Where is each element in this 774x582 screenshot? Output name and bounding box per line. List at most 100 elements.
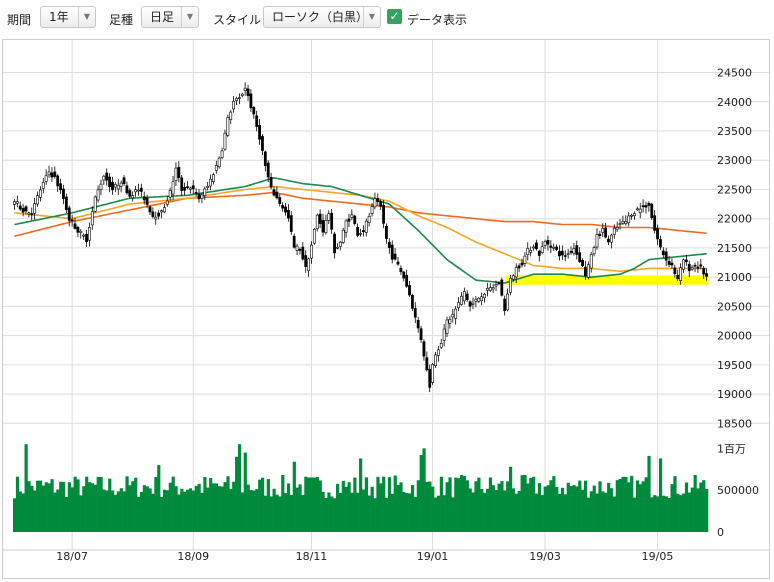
candle-body [67, 207, 71, 221]
volume-bar [459, 475, 464, 532]
candle-body [237, 97, 241, 99]
volume-bar [142, 485, 146, 532]
candle-body [526, 248, 530, 255]
volume-bar [517, 490, 521, 532]
volume-bar [465, 480, 469, 532]
candle-body [598, 233, 602, 237]
volume-bar [33, 490, 37, 532]
volume-bar [552, 476, 556, 532]
volume-bar [131, 481, 135, 532]
stock-chart[interactable]: 18500 19000 19500 20000 20500 21000 21500 22000… [3, 40, 769, 578]
candle-body [673, 267, 677, 275]
candle-body [47, 171, 51, 176]
volume-bar [93, 484, 97, 532]
volume-bar [529, 477, 533, 532]
volume-bar [451, 497, 455, 532]
data-display-label[interactable]: データ表示 [407, 13, 468, 27]
period-select[interactable]: 1年 ▼ [40, 6, 96, 28]
candle-body [361, 230, 365, 233]
volume-bar [350, 492, 354, 532]
candle-body [633, 213, 636, 217]
candle-body [235, 98, 238, 101]
period-label: 期間 [7, 13, 32, 27]
candle-body [261, 136, 264, 151]
price-axis: 18500 19000 19500 20000 20500 21000 21500 22000… [717, 67, 752, 431]
volume-bar [307, 477, 311, 532]
candle-body [359, 233, 362, 235]
candle-body [442, 328, 446, 341]
volume-bar [647, 455, 651, 532]
candle-body [177, 167, 181, 178]
volume-bar [327, 492, 331, 532]
volume-bar [364, 477, 369, 532]
chevron-down-icon: ▼ [363, 7, 380, 27]
volume-bar [393, 475, 397, 532]
volume-bar [148, 488, 152, 532]
bar-type-select[interactable]: 日足 ▼ [141, 6, 199, 28]
chevron-down-icon: ▼ [78, 7, 95, 27]
volume-bar [457, 478, 461, 532]
candle-body [301, 246, 305, 260]
volume-bar [408, 493, 412, 532]
candle-body [566, 253, 570, 256]
candle-body [203, 188, 207, 196]
candle-body [699, 264, 703, 267]
volume-bar [523, 474, 527, 532]
candle-body [667, 261, 671, 265]
candle-body [497, 282, 501, 285]
candle-body [480, 296, 484, 301]
candle-body [243, 87, 247, 92]
volume-bar [445, 482, 449, 532]
candle-body [413, 308, 417, 318]
candle-body [483, 294, 486, 299]
volume-bar [324, 498, 328, 532]
candle-body [439, 342, 443, 348]
volume-bar [390, 493, 394, 532]
candle-body [485, 288, 489, 291]
candle-body [491, 287, 495, 290]
data-display-checkbox[interactable]: ✓ [387, 9, 402, 24]
price-tick-label: 18500 [717, 417, 752, 430]
volume-bar [471, 492, 475, 532]
volume-tick-label: 500000 [717, 484, 759, 497]
candle-body [157, 212, 161, 217]
candle-body [321, 220, 325, 233]
volume-bar [483, 492, 487, 532]
volume-bar [134, 477, 138, 532]
style-select[interactable]: ローソク（白黒） ▼ [263, 6, 381, 28]
candle-body [64, 196, 68, 210]
volume-bar [696, 488, 700, 532]
candle-body [385, 225, 388, 239]
volume-bar [111, 490, 115, 532]
highlight-band [505, 275, 709, 285]
candle-body [73, 223, 77, 229]
candle-body [59, 183, 62, 191]
candle-body [307, 258, 310, 271]
candle-body [165, 200, 169, 205]
candle-body [209, 178, 212, 187]
volume-bar [206, 487, 210, 532]
volume-bar [44, 482, 48, 532]
candle-body [200, 194, 204, 199]
volume-bar [491, 485, 495, 532]
volume-bar [99, 477, 103, 532]
candle-body [96, 189, 100, 201]
volume-bar [151, 493, 155, 532]
volume-bar [624, 476, 628, 532]
date-tick-label: 18/07 [56, 550, 88, 563]
candle-body [529, 249, 533, 253]
volume-bar [419, 455, 423, 532]
volume-bar [36, 480, 40, 532]
candle-body [284, 206, 287, 213]
volume-bar [333, 498, 337, 532]
candle-body [364, 220, 368, 233]
candle-body [387, 241, 391, 248]
volume-bar [485, 488, 490, 532]
volume-bar [53, 492, 57, 532]
candle-body [186, 186, 189, 188]
candle-body [137, 189, 140, 192]
candle-body [422, 341, 426, 357]
volume-bar [30, 485, 34, 532]
candle-body [341, 229, 345, 243]
candle-body [638, 208, 642, 214]
